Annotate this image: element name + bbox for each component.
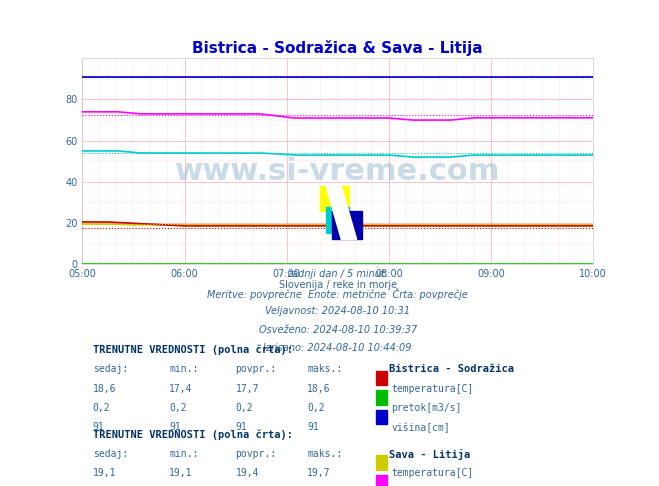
Text: 91: 91	[169, 422, 181, 433]
Text: temperatura[C]: temperatura[C]	[391, 468, 474, 478]
Text: min.:: min.:	[169, 449, 198, 458]
Text: pretok[m3/s]: pretok[m3/s]	[391, 403, 462, 413]
Text: 17,4: 17,4	[169, 384, 192, 394]
Text: www.si-vreme.com: www.si-vreme.com	[175, 157, 500, 186]
Text: zadnji dan / 5 minut.: zadnji dan / 5 minut.	[287, 269, 388, 279]
Text: maks.:: maks.:	[307, 449, 342, 458]
Text: povpr.:: povpr.:	[236, 449, 277, 458]
Text: Sava - Litija: Sava - Litija	[389, 449, 470, 460]
Title: Bistrica - Sodražica & Sava - Litija: Bistrica - Sodražica & Sava - Litija	[192, 40, 483, 56]
Text: 18,6: 18,6	[307, 384, 331, 394]
Text: Veljavnost: 2024-08-10 10:31: Veljavnost: 2024-08-10 10:31	[265, 306, 411, 316]
Text: višina[cm]: višina[cm]	[391, 422, 450, 433]
Text: sedaj:: sedaj:	[92, 449, 128, 458]
Text: 0,2: 0,2	[169, 403, 186, 413]
Bar	[376, 410, 387, 424]
Bar	[326, 207, 349, 233]
Text: 0,2: 0,2	[92, 403, 110, 413]
Text: 19,1: 19,1	[169, 468, 192, 478]
Text: TRENUTNE VREDNOSTI (polna črta):: TRENUTNE VREDNOSTI (polna črta):	[92, 429, 293, 440]
Text: 19,7: 19,7	[307, 468, 331, 478]
Bar	[376, 475, 387, 486]
Bar	[320, 186, 349, 210]
Text: 0,2: 0,2	[236, 403, 253, 413]
Text: 91: 91	[92, 422, 104, 433]
Text: Meritve: povprečne  Enote: metrične  Črta: povprečje: Meritve: povprečne Enote: metrične Črta:…	[208, 288, 468, 300]
Text: temperatura[C]: temperatura[C]	[391, 384, 474, 394]
Text: 18,6: 18,6	[92, 384, 116, 394]
Text: Bistrica - Sodražica: Bistrica - Sodražica	[389, 364, 514, 374]
Bar	[376, 455, 387, 469]
Text: 19,1: 19,1	[92, 468, 116, 478]
Text: 0,2: 0,2	[307, 403, 325, 413]
Text: 91: 91	[307, 422, 319, 433]
Bar	[332, 210, 362, 240]
X-axis label: Slovenija / reke in morje: Slovenija / reke in morje	[279, 280, 397, 291]
Text: 19,4: 19,4	[236, 468, 259, 478]
Text: 91: 91	[236, 422, 247, 433]
Bar	[376, 371, 387, 385]
Text: sedaj:: sedaj:	[92, 364, 128, 374]
Text: min.:: min.:	[169, 364, 198, 374]
Text: Izrisano: 2024-08-10 10:44:09: Izrisano: 2024-08-10 10:44:09	[264, 343, 412, 353]
Polygon shape	[326, 186, 357, 240]
Text: 17,7: 17,7	[236, 384, 259, 394]
Text: TRENUTNE VREDNOSTI (polna črta):: TRENUTNE VREDNOSTI (polna črta):	[92, 345, 293, 355]
Text: Osveženo: 2024-08-10 10:39:37: Osveženo: 2024-08-10 10:39:37	[258, 325, 417, 335]
Text: maks.:: maks.:	[307, 364, 342, 374]
Bar	[376, 390, 387, 405]
Text: povpr.:: povpr.:	[236, 364, 277, 374]
